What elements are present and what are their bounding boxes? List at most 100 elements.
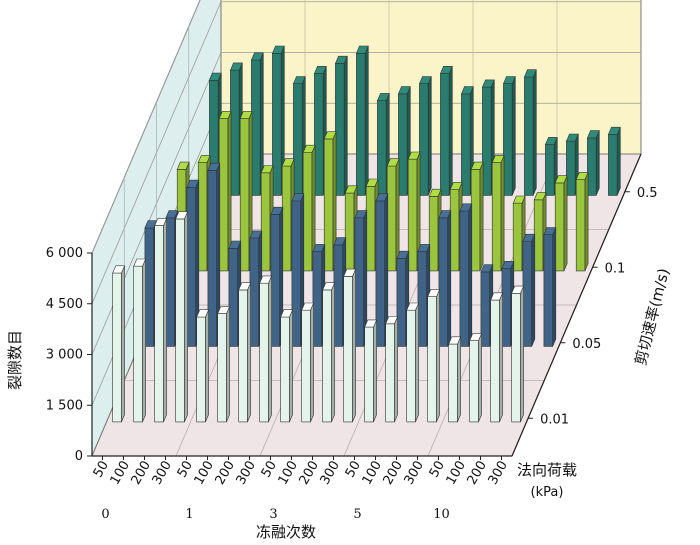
- bar: [406, 302, 420, 423]
- bar-side-face: [163, 218, 167, 423]
- bar-front-face: [335, 63, 345, 196]
- load-tick-label: 300: [234, 459, 259, 488]
- bar-front-face: [407, 158, 418, 272]
- bar: [175, 211, 189, 423]
- bar-front-face: [251, 59, 261, 196]
- x-axis-title: 冻融次数: [256, 523, 316, 541]
- bars: [112, 45, 621, 423]
- bar: [554, 175, 568, 272]
- bar-side-face: [520, 285, 524, 423]
- bar-side-face: [511, 76, 516, 196]
- bar-front-face: [427, 296, 437, 423]
- bar-top-face: [197, 155, 211, 163]
- cycle-label: 0: [101, 507, 109, 522]
- bar-top-face: [407, 151, 421, 160]
- bar-top-face: [522, 233, 536, 242]
- bar: [207, 162, 221, 347]
- bar-front-face: [448, 343, 458, 423]
- bar: [522, 233, 536, 347]
- bar: [343, 268, 357, 423]
- bar-top-face: [460, 86, 474, 95]
- bar-top-face: [470, 161, 484, 170]
- bar-top-face: [376, 93, 390, 101]
- bar-side-face: [427, 76, 432, 196]
- bar: [238, 282, 252, 423]
- bar-top-face: [418, 76, 432, 84]
- bar: [407, 151, 421, 272]
- bar-front-face: [501, 268, 512, 347]
- bar-top-face: [354, 210, 368, 219]
- bar-top-face: [480, 264, 494, 273]
- bar-top-face: [375, 193, 389, 202]
- bar-side-face: [184, 211, 188, 423]
- bar-top-face: [218, 111, 232, 119]
- bar: [385, 316, 399, 423]
- bar-top-face: [481, 79, 495, 88]
- bar-top-face: [344, 185, 358, 194]
- bar-side-face: [552, 227, 557, 347]
- bar-top-face: [533, 192, 547, 201]
- y-axis-title: 剪切速率(m/s): [631, 266, 672, 367]
- bar-top-face: [364, 319, 378, 328]
- bar-side-face: [447, 210, 452, 347]
- bar-front-face: [218, 118, 229, 272]
- bar-top-face: [427, 289, 441, 298]
- bar-front-face: [480, 271, 491, 347]
- load-tick-label: 50: [175, 459, 196, 481]
- bar-top-face: [491, 155, 505, 163]
- bar-front-face: [554, 182, 565, 272]
- bar-top-face: [238, 282, 252, 291]
- bar-top-face: [291, 193, 305, 202]
- bar: [355, 45, 369, 196]
- bar-top-face: [523, 69, 537, 78]
- bar: [586, 130, 600, 196]
- bar-front-face: [490, 299, 500, 423]
- bar-top-face: [175, 211, 189, 220]
- bar-side-face: [478, 333, 482, 423]
- bar-top-face: [459, 203, 473, 212]
- bar-top-face: [165, 210, 179, 219]
- load-tick-label: 200: [297, 459, 322, 488]
- load-tick-label: 300: [150, 459, 175, 488]
- bar-front-face: [428, 196, 439, 272]
- bar-front-face: [440, 73, 450, 196]
- bar-top-face: [586, 130, 600, 139]
- bar-front-face: [543, 234, 554, 347]
- bar-front-face: [260, 172, 271, 272]
- bar-side-face: [479, 161, 484, 272]
- bar: [154, 218, 168, 423]
- bar-top-face: [406, 302, 420, 311]
- bar-front-face: [449, 189, 460, 272]
- load-tick-label: 200: [381, 459, 406, 488]
- bar-top-face: [313, 66, 327, 74]
- bar-top-face: [239, 111, 253, 119]
- cycle-label: 5: [353, 507, 361, 522]
- bar-front-face: [386, 165, 397, 272]
- bar-side-face: [436, 289, 440, 423]
- bar-top-face: [259, 275, 273, 284]
- bar-front-face: [575, 179, 586, 272]
- bar-top-face: [228, 240, 242, 249]
- bar-front-face: [259, 282, 269, 423]
- bar: [386, 158, 400, 272]
- bar-top-face: [386, 158, 400, 167]
- y-axis-line: [511, 153, 642, 457]
- load-axis-title: 法向荷载: [517, 461, 577, 479]
- bar-front-face: [417, 251, 428, 347]
- bar: [112, 265, 126, 423]
- bar-front-face: [469, 340, 479, 423]
- z-tick-label: 6 000: [46, 246, 83, 261]
- bar-top-face: [154, 218, 168, 226]
- bar: [196, 309, 210, 423]
- load-tick-label: 100: [360, 459, 385, 488]
- bar-top-face: [270, 206, 284, 215]
- bar-top-face: [196, 309, 210, 318]
- bar-side-face: [205, 309, 209, 423]
- bar-side-face: [563, 175, 568, 272]
- bar-top-face: [343, 268, 357, 277]
- bar-top-face: [186, 179, 200, 188]
- bar-front-face: [522, 241, 533, 347]
- bar-front-face: [344, 192, 355, 272]
- bar-front-face: [133, 265, 143, 423]
- bar-side-face: [121, 265, 125, 423]
